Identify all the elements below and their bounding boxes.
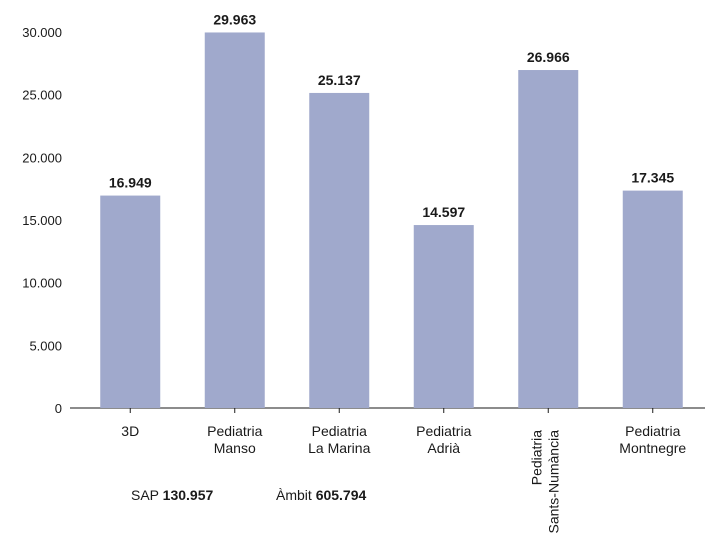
category-label: Pediatria La Marina	[308, 423, 370, 456]
category-label: Pediatria Manso	[207, 423, 262, 456]
category-label: Pediatria Montnegre	[619, 423, 686, 456]
ambit-total: Àmbit 605.794	[276, 487, 366, 503]
category-label-line: Sants-Numància	[545, 430, 561, 534]
sap-label: SAP	[131, 487, 159, 503]
category-label-line: La Marina	[308, 440, 370, 456]
category-label-line: Montnegre	[619, 440, 686, 456]
category-label-line: Pediatria	[312, 423, 367, 439]
bar-value-label: 29.963	[213, 11, 256, 27]
bar-value-label: 25.137	[318, 72, 361, 88]
bar	[518, 70, 579, 409]
ambit-label: Àmbit	[276, 487, 312, 503]
bar	[100, 195, 161, 408]
category-label-line: Manso	[214, 440, 256, 456]
bar	[622, 190, 683, 408]
bar-value-label: 14.597	[422, 204, 465, 220]
y-tick-label: 20.000	[22, 150, 62, 165]
category-label: Pediatria Adrià	[416, 423, 471, 456]
bar-value-label: 17.345	[631, 170, 674, 186]
y-tick-label: 25.000	[22, 88, 62, 103]
y-tick-label: 15.000	[22, 213, 62, 228]
y-tick-label: 5.000	[29, 338, 62, 353]
category-label-line: Pediatria	[207, 423, 262, 439]
bar-value-label: 26.966	[527, 49, 570, 65]
category-label-line: Pediatria	[416, 423, 471, 439]
sap-value: 130.957	[162, 487, 214, 503]
bar-value-label: 16.949	[109, 175, 152, 191]
bar	[413, 225, 474, 408]
category-label-line: Adrià	[427, 440, 460, 456]
category-label-line: Pediatria	[528, 430, 544, 485]
category-label-line: Pediatria	[625, 423, 680, 439]
ambit-value: 605.794	[315, 487, 367, 503]
category-label-line: 3D	[121, 423, 139, 439]
bar	[309, 92, 370, 409]
y-tick-label: 10.000	[22, 276, 62, 291]
y-tick-label: 30.000	[22, 25, 62, 40]
y-tick-label: 0	[55, 401, 62, 416]
category-label: 3D	[121, 423, 139, 439]
sap-total: SAP 130.957	[131, 487, 213, 503]
bar	[204, 32, 265, 408]
category-label: PediatriaSants-Numància	[528, 430, 561, 534]
